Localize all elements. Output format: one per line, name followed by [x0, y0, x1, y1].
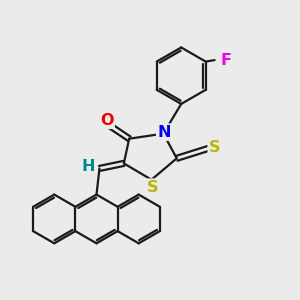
Text: O: O: [100, 113, 114, 128]
Text: F: F: [220, 52, 231, 68]
Text: S: S: [209, 140, 220, 155]
Text: S: S: [147, 180, 159, 195]
Text: H: H: [81, 159, 95, 174]
Text: N: N: [157, 125, 171, 140]
